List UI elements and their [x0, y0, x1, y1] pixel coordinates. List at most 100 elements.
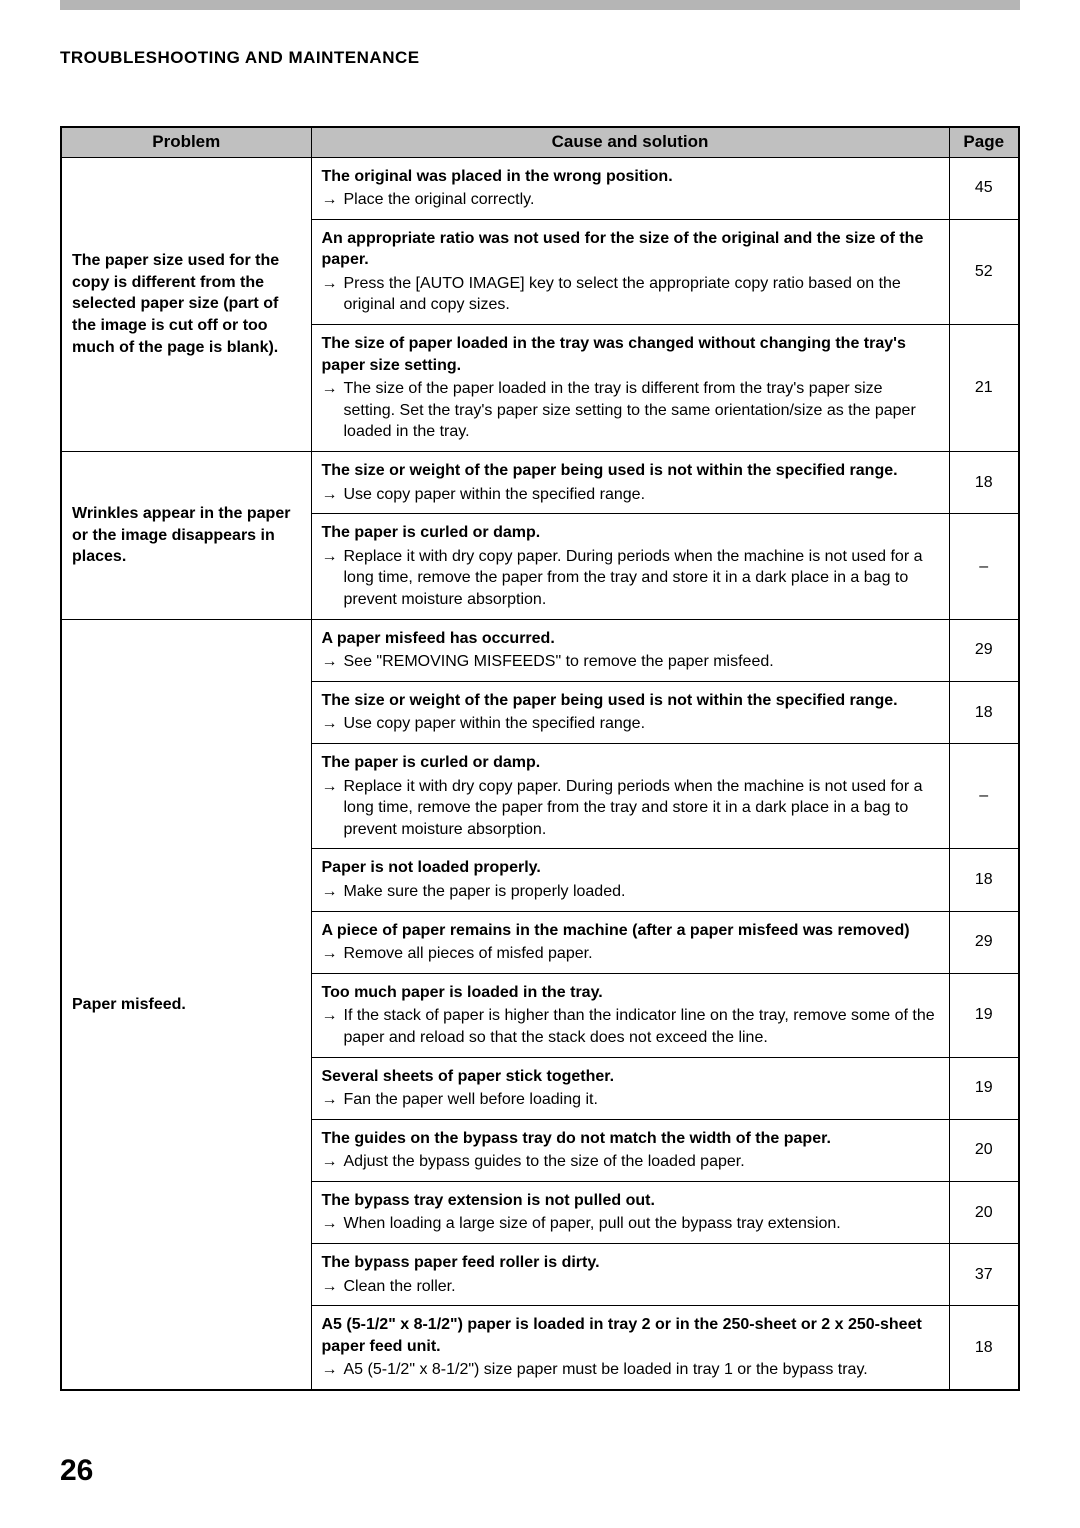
- solution-cell: The paper is curled or damp.→Replace it …: [311, 743, 949, 848]
- solution-action-line: →Make sure the paper is properly loaded.: [322, 881, 939, 903]
- solution-action-line: →Replace it with dry copy paper. During …: [322, 546, 939, 611]
- solution-action: Clean the roller.: [344, 1276, 939, 1298]
- page-cell: 18: [949, 452, 1019, 514]
- solution-action: Press the [AUTO IMAGE] key to select the…: [344, 273, 939, 316]
- solution-cell: The bypass paper feed roller is dirty.→C…: [311, 1244, 949, 1306]
- solution-cell: Too much paper is loaded in the tray.→If…: [311, 973, 949, 1057]
- solution-cell: The size or weight of the paper being us…: [311, 681, 949, 743]
- page-cell: 37: [949, 1244, 1019, 1306]
- solution-action-line: →Remove all pieces of misfed paper.: [322, 943, 939, 965]
- solution-action-line: →The size of the paper loaded in the tra…: [322, 378, 939, 443]
- section-header: TROUBLESHOOTING AND MAINTENANCE: [60, 48, 1020, 68]
- arrow-icon: →: [322, 484, 344, 506]
- solution-action-line: →Replace it with dry copy paper. During …: [322, 776, 939, 841]
- page-cell: 45: [949, 157, 1019, 219]
- solution-action: Place the original correctly.: [344, 189, 939, 211]
- arrow-icon: →: [322, 651, 344, 673]
- arrow-icon: →: [322, 1089, 344, 1111]
- arrow-icon: →: [322, 881, 344, 903]
- solution-cell: The guides on the bypass tray do not mat…: [311, 1119, 949, 1181]
- solution-action-line: →Use copy paper within the specified ran…: [322, 484, 939, 506]
- page-cell: 19: [949, 973, 1019, 1057]
- page-cell: 52: [949, 219, 1019, 324]
- problem-cell: Wrinkles appear in the paper or the imag…: [61, 452, 311, 620]
- col-problem: Problem: [61, 127, 311, 157]
- solution-title: The bypass tray extension is not pulled …: [322, 1190, 939, 1212]
- solution-action-line: →Fan the paper well before loading it.: [322, 1089, 939, 1111]
- solution-cell: A5 (5-1/2" x 8-1/2") paper is loaded in …: [311, 1306, 949, 1390]
- solution-cell: A paper misfeed has occurred.→See "REMOV…: [311, 619, 949, 681]
- solution-action-line: →Clean the roller.: [322, 1276, 939, 1298]
- solution-cell: The size of paper loaded in the tray was…: [311, 325, 949, 452]
- solution-action: Use copy paper within the specified rang…: [344, 484, 939, 506]
- table-row: The paper size used for the copy is diff…: [61, 157, 1019, 219]
- solution-action-line: →If the stack of paper is higher than th…: [322, 1005, 939, 1048]
- page-cell: 19: [949, 1057, 1019, 1119]
- solution-title: Too much paper is loaded in the tray.: [322, 982, 939, 1004]
- arrow-icon: →: [322, 378, 344, 400]
- solution-title: The paper is curled or damp.: [322, 522, 939, 544]
- solution-cell: The bypass tray extension is not pulled …: [311, 1181, 949, 1243]
- solution-action-line: →Adjust the bypass guides to the size of…: [322, 1151, 939, 1173]
- solution-action-line: →When loading a large size of paper, pul…: [322, 1213, 939, 1235]
- page-number: 26: [60, 1454, 93, 1488]
- arrow-icon: →: [322, 273, 344, 295]
- solution-cell: Several sheets of paper stick together.→…: [311, 1057, 949, 1119]
- solution-cell: A piece of paper remains in the machine …: [311, 911, 949, 973]
- solution-action: When loading a large size of paper, pull…: [344, 1213, 939, 1235]
- col-cause: Cause and solution: [311, 127, 949, 157]
- solution-cell: The paper is curled or damp.→Replace it …: [311, 514, 949, 619]
- page-cell: 21: [949, 325, 1019, 452]
- page-cell: 18: [949, 1306, 1019, 1390]
- solution-cell: An appropriate ratio was not used for th…: [311, 219, 949, 324]
- solution-title: The size or weight of the paper being us…: [322, 690, 939, 712]
- solution-cell: Paper is not loaded properly.→Make sure …: [311, 849, 949, 911]
- solution-action: Replace it with dry copy paper. During p…: [344, 546, 939, 611]
- page-cell: 20: [949, 1181, 1019, 1243]
- page-cell: 29: [949, 619, 1019, 681]
- solution-cell: The original was placed in the wrong pos…: [311, 157, 949, 219]
- solution-action: See "REMOVING MISFEEDS" to remove the pa…: [344, 651, 939, 673]
- solution-action: Adjust the bypass guides to the size of …: [344, 1151, 939, 1173]
- top-accent-bar: [60, 0, 1020, 10]
- solution-title: The size or weight of the paper being us…: [322, 460, 939, 482]
- arrow-icon: →: [322, 1005, 344, 1027]
- solution-title: Paper is not loaded properly.: [322, 857, 939, 879]
- solution-action-line: →See "REMOVING MISFEEDS" to remove the p…: [322, 651, 939, 673]
- solution-action-line: →Press the [AUTO IMAGE] key to select th…: [322, 273, 939, 316]
- table-header-row: Problem Cause and solution Page: [61, 127, 1019, 157]
- problem-cell: Paper misfeed.: [61, 619, 311, 1390]
- solution-title: A paper misfeed has occurred.: [322, 628, 939, 650]
- problem-cell: The paper size used for the copy is diff…: [61, 157, 311, 452]
- solution-title: A piece of paper remains in the machine …: [322, 920, 939, 942]
- arrow-icon: →: [322, 1359, 344, 1381]
- solution-action: If the stack of paper is higher than the…: [344, 1005, 939, 1048]
- solution-action: Replace it with dry copy paper. During p…: [344, 776, 939, 841]
- page-cell: 29: [949, 911, 1019, 973]
- arrow-icon: →: [322, 713, 344, 735]
- solution-action-line: →A5 (5-1/2" x 8-1/2") size paper must be…: [322, 1359, 939, 1381]
- solution-action: Fan the paper well before loading it.: [344, 1089, 939, 1111]
- page-cell: 20: [949, 1119, 1019, 1181]
- solution-title: An appropriate ratio was not used for th…: [322, 228, 939, 271]
- solution-title: The original was placed in the wrong pos…: [322, 166, 939, 188]
- solution-title: The guides on the bypass tray do not mat…: [322, 1128, 939, 1150]
- arrow-icon: →: [322, 189, 344, 211]
- solution-action-line: →Use copy paper within the specified ran…: [322, 713, 939, 735]
- page-cell: –: [949, 743, 1019, 848]
- solution-action: The size of the paper loaded in the tray…: [344, 378, 939, 443]
- col-page: Page: [949, 127, 1019, 157]
- solution-title: Several sheets of paper stick together.: [322, 1066, 939, 1088]
- solution-action: Use copy paper within the specified rang…: [344, 713, 939, 735]
- table-row: Wrinkles appear in the paper or the imag…: [61, 452, 1019, 514]
- solution-action-line: →Place the original correctly.: [322, 189, 939, 211]
- solution-action: Make sure the paper is properly loaded.: [344, 881, 939, 903]
- arrow-icon: →: [322, 943, 344, 965]
- arrow-icon: →: [322, 1213, 344, 1235]
- arrow-icon: →: [322, 776, 344, 798]
- arrow-icon: →: [322, 1276, 344, 1298]
- page-cell: –: [949, 514, 1019, 619]
- solution-cell: The size or weight of the paper being us…: [311, 452, 949, 514]
- arrow-icon: →: [322, 546, 344, 568]
- troubleshoot-table: Problem Cause and solution Page The pape…: [60, 126, 1020, 1391]
